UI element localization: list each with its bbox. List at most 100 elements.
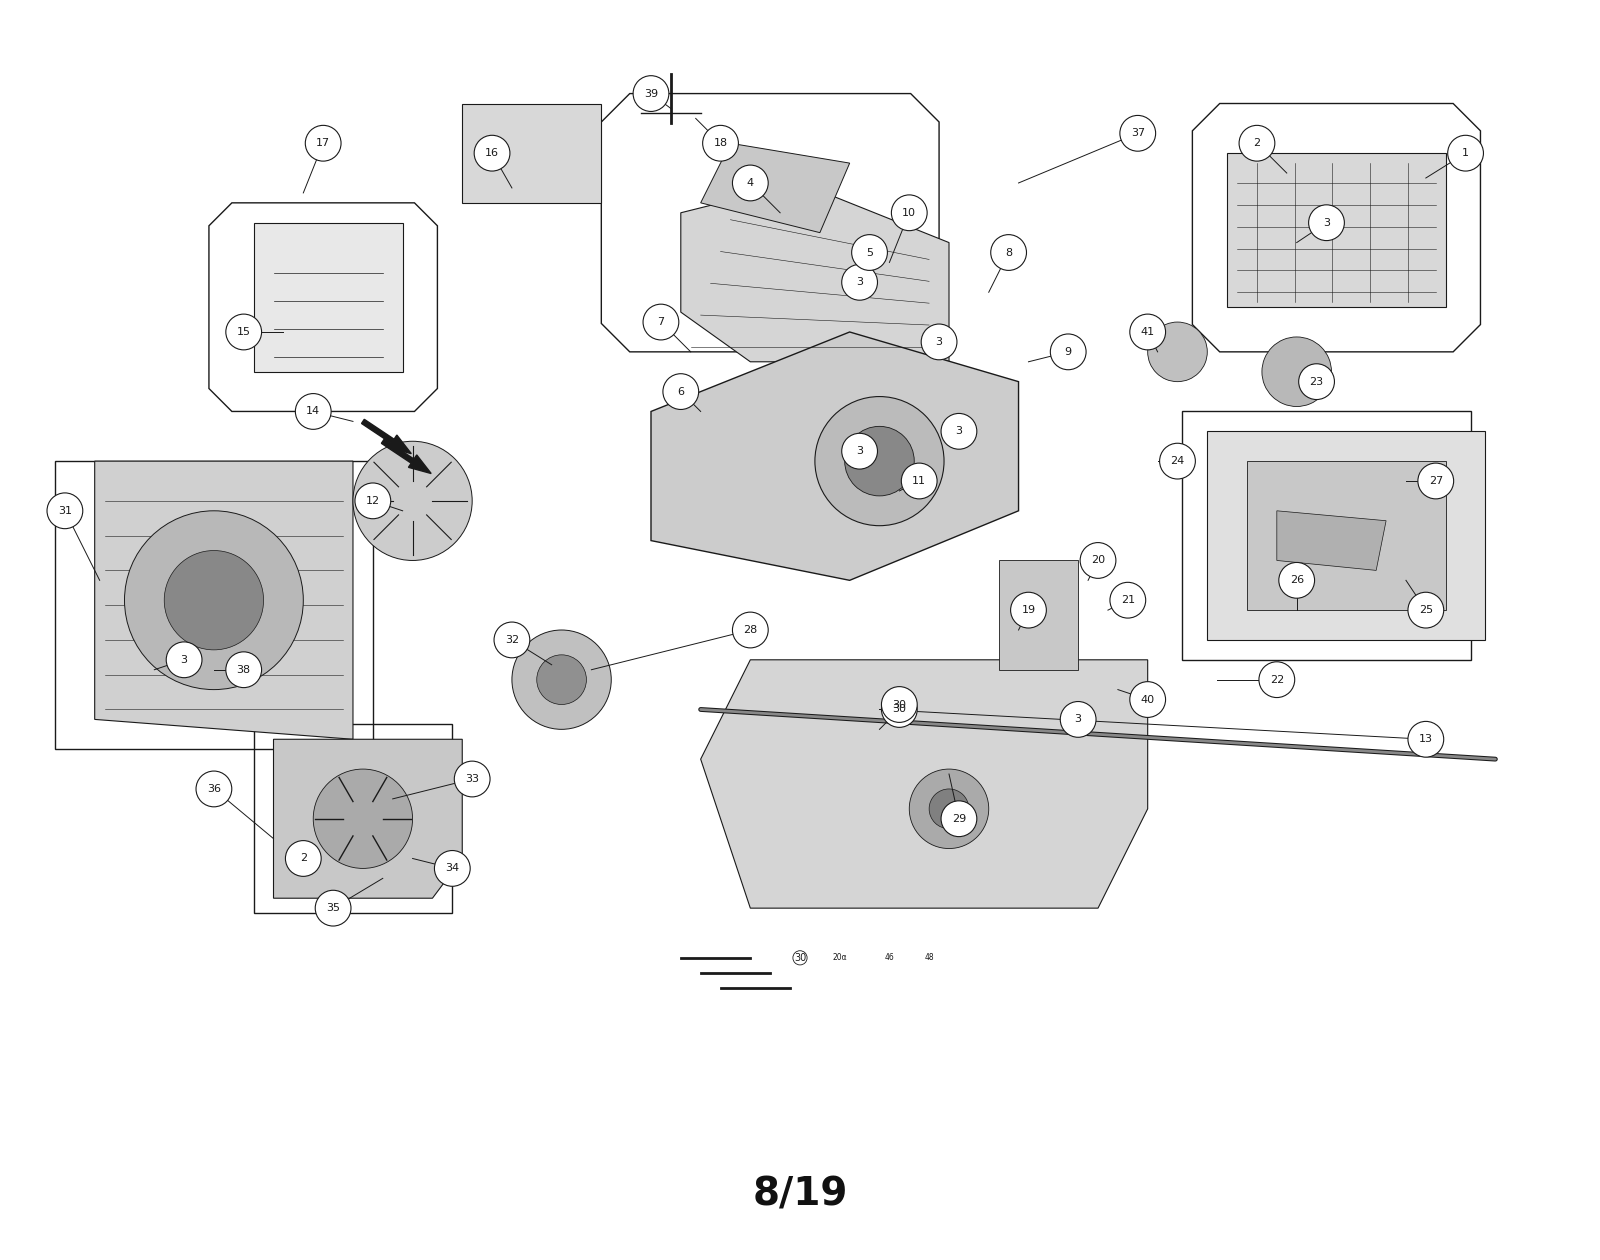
Circle shape bbox=[1408, 592, 1443, 627]
Text: 2: 2 bbox=[1253, 139, 1261, 149]
Polygon shape bbox=[274, 740, 462, 898]
Bar bbox=[254, 223, 403, 372]
Circle shape bbox=[226, 651, 261, 688]
Text: 3: 3 bbox=[856, 446, 862, 456]
Circle shape bbox=[536, 655, 587, 704]
Text: 17: 17 bbox=[317, 139, 330, 149]
Bar bbox=[1182, 412, 1470, 660]
Text: 7: 7 bbox=[658, 318, 664, 328]
Circle shape bbox=[165, 551, 264, 650]
Text: 2: 2 bbox=[299, 853, 307, 863]
Circle shape bbox=[909, 769, 989, 848]
Text: 30: 30 bbox=[794, 953, 806, 963]
Circle shape bbox=[1130, 314, 1165, 350]
Text: 36: 36 bbox=[206, 784, 221, 794]
Circle shape bbox=[166, 641, 202, 678]
Text: 11: 11 bbox=[912, 476, 926, 486]
Circle shape bbox=[474, 135, 510, 171]
Circle shape bbox=[930, 789, 970, 829]
Circle shape bbox=[1080, 543, 1115, 578]
Text: 38: 38 bbox=[237, 665, 251, 675]
Circle shape bbox=[1418, 464, 1454, 499]
Circle shape bbox=[814, 397, 944, 525]
Text: 3: 3 bbox=[1075, 714, 1082, 724]
Polygon shape bbox=[651, 331, 1019, 581]
Text: 33: 33 bbox=[466, 774, 478, 784]
Circle shape bbox=[435, 850, 470, 886]
Text: 30: 30 bbox=[893, 699, 906, 709]
Circle shape bbox=[125, 510, 304, 689]
Text: 40: 40 bbox=[1141, 694, 1155, 704]
Circle shape bbox=[733, 612, 768, 648]
Text: 39: 39 bbox=[643, 88, 658, 98]
Circle shape bbox=[851, 234, 888, 271]
Circle shape bbox=[922, 324, 957, 360]
Text: 18: 18 bbox=[714, 139, 728, 149]
Text: 3: 3 bbox=[955, 426, 963, 436]
Circle shape bbox=[634, 76, 669, 111]
Circle shape bbox=[1309, 205, 1344, 241]
Polygon shape bbox=[680, 183, 949, 362]
Circle shape bbox=[845, 426, 914, 496]
Text: 24: 24 bbox=[1170, 456, 1184, 466]
Circle shape bbox=[46, 493, 83, 529]
Text: 15: 15 bbox=[237, 328, 251, 336]
Circle shape bbox=[643, 304, 678, 340]
Circle shape bbox=[454, 761, 490, 796]
Text: 3: 3 bbox=[936, 336, 942, 346]
Circle shape bbox=[1278, 562, 1315, 598]
Text: 16: 16 bbox=[485, 149, 499, 159]
Bar bbox=[254, 724, 453, 914]
Wedge shape bbox=[1262, 336, 1331, 407]
Text: 8/19: 8/19 bbox=[752, 1176, 848, 1213]
Text: 20: 20 bbox=[1091, 556, 1106, 566]
Text: 9: 9 bbox=[1064, 346, 1072, 357]
Circle shape bbox=[1011, 592, 1046, 627]
Circle shape bbox=[901, 464, 938, 499]
Text: 3: 3 bbox=[1323, 218, 1330, 228]
Text: 19: 19 bbox=[1021, 605, 1035, 615]
Text: 32: 32 bbox=[506, 635, 518, 645]
Circle shape bbox=[882, 687, 917, 722]
Text: 1: 1 bbox=[1462, 149, 1469, 159]
FancyArrow shape bbox=[381, 440, 430, 474]
Text: 29: 29 bbox=[952, 814, 966, 824]
Text: 31: 31 bbox=[58, 505, 72, 515]
Circle shape bbox=[306, 125, 341, 161]
Polygon shape bbox=[1227, 154, 1446, 307]
Circle shape bbox=[226, 314, 261, 350]
Polygon shape bbox=[701, 660, 1147, 908]
Bar bbox=[998, 561, 1078, 670]
Circle shape bbox=[1110, 582, 1146, 619]
Text: 8: 8 bbox=[1005, 247, 1013, 257]
Circle shape bbox=[1120, 116, 1155, 151]
Text: 22: 22 bbox=[1270, 674, 1283, 684]
Bar bbox=[54, 461, 373, 750]
Circle shape bbox=[355, 483, 390, 519]
Circle shape bbox=[285, 840, 322, 877]
Polygon shape bbox=[1246, 461, 1446, 610]
Circle shape bbox=[512, 630, 611, 730]
Wedge shape bbox=[1147, 323, 1208, 382]
Circle shape bbox=[941, 413, 978, 450]
Circle shape bbox=[1259, 662, 1294, 698]
Text: 34: 34 bbox=[445, 863, 459, 873]
Text: 3: 3 bbox=[856, 277, 862, 287]
Text: 6: 6 bbox=[677, 387, 685, 397]
FancyArrow shape bbox=[362, 420, 411, 454]
Circle shape bbox=[494, 622, 530, 658]
Text: 26: 26 bbox=[1290, 576, 1304, 586]
Text: 20α: 20α bbox=[832, 954, 846, 963]
Circle shape bbox=[842, 265, 877, 300]
Text: 37: 37 bbox=[1131, 129, 1146, 139]
Circle shape bbox=[1160, 444, 1195, 479]
Circle shape bbox=[990, 234, 1027, 271]
Circle shape bbox=[1050, 334, 1086, 369]
Circle shape bbox=[354, 441, 472, 561]
Circle shape bbox=[1061, 702, 1096, 737]
Text: 12: 12 bbox=[366, 496, 379, 505]
Text: 3: 3 bbox=[181, 655, 187, 665]
Text: 41: 41 bbox=[1141, 328, 1155, 336]
Text: 5: 5 bbox=[866, 247, 874, 257]
Circle shape bbox=[1408, 722, 1443, 757]
